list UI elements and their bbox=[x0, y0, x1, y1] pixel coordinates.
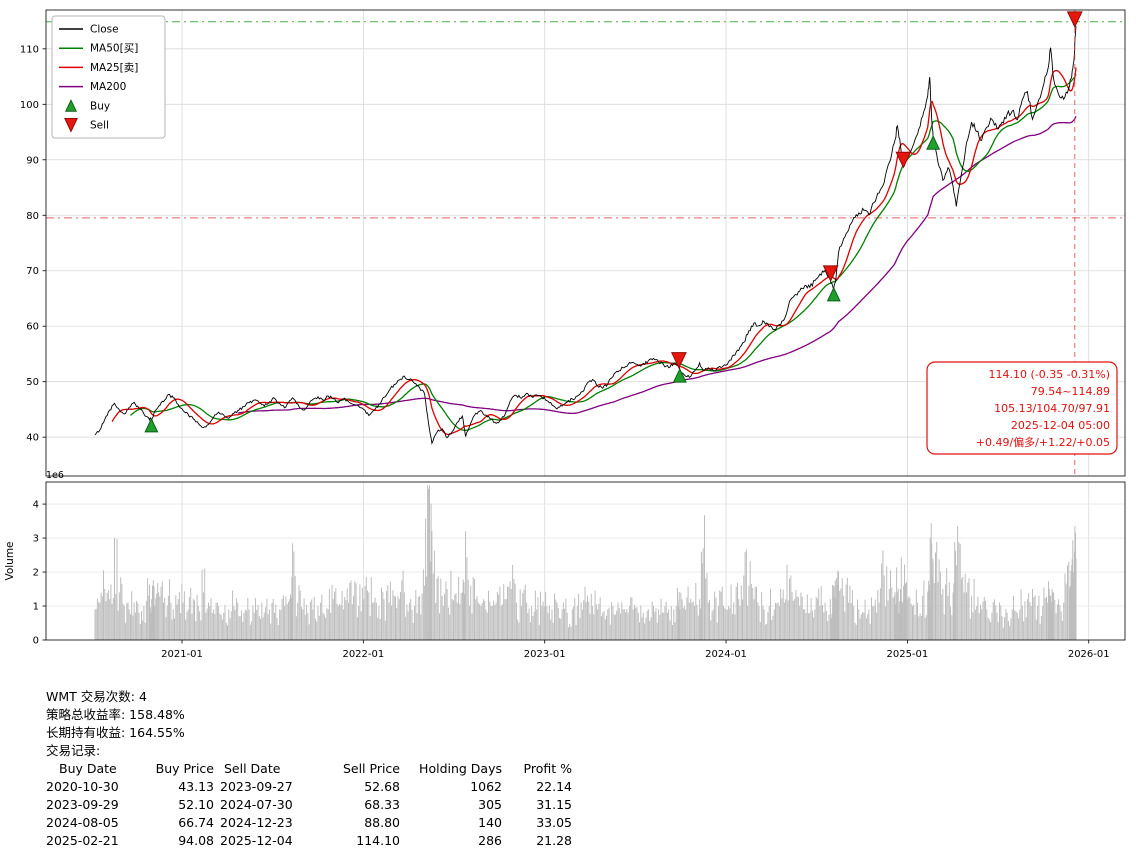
legend-item-label: MA25[卖] bbox=[90, 62, 138, 74]
trades-row: 2020-10-30 43.13 2023-09-27 52.68 1062 22.14 bbox=[46, 778, 572, 796]
trades-cell: 2025-12-04 bbox=[220, 833, 293, 848]
price-tick-label: 70 bbox=[26, 266, 39, 277]
trades-header-cell: Profit % bbox=[523, 761, 572, 776]
trades-cell: 66.74 bbox=[178, 815, 214, 830]
trades-cell: 286 bbox=[478, 833, 502, 848]
sell-markers bbox=[670, 11, 1083, 369]
x-axis-ticks: 2021-01 2022-01 2023-01 2024-01 2025-01 2026-… bbox=[161, 640, 1110, 660]
volume-axis-label: Volume bbox=[4, 541, 16, 580]
trades-header-row: Buy Date Buy Price Sell Date Sell Price Hold… bbox=[46, 760, 572, 778]
annotation-line: +0.49/偏多/+1.22/+0.05 bbox=[976, 435, 1110, 449]
price-axis-ticks: 40 50 60 70 80 90 100 110 bbox=[20, 44, 46, 444]
price-tick-label: 80 bbox=[26, 211, 39, 222]
buy-markers bbox=[144, 135, 941, 433]
trades-cell: 68.33 bbox=[364, 797, 400, 812]
trades-cell: 21.28 bbox=[536, 833, 572, 848]
close-line bbox=[94, 26, 1077, 445]
trades-row: 2023-09-29 52.10 2024-07-30 68.33 305 31.15 bbox=[46, 796, 572, 814]
volume-axis-ticks: 0 1 2 3 4 bbox=[33, 500, 46, 647]
x-tick-label: 2022-01 bbox=[342, 649, 384, 660]
volume-tick-label: 2 bbox=[33, 568, 39, 579]
trades-cell: 22.14 bbox=[536, 779, 572, 794]
trades-cell: 2024-07-30 bbox=[220, 797, 293, 812]
volume-tick-label: 3 bbox=[33, 534, 39, 545]
legend-item-label: MA200 bbox=[90, 81, 126, 93]
ma25-line bbox=[111, 67, 1077, 436]
trades-header-cell: Sell Date bbox=[224, 761, 281, 776]
trades-cell: 140 bbox=[478, 815, 502, 830]
trades-cell: 114.10 bbox=[356, 833, 400, 848]
legend-item-label: Sell bbox=[90, 120, 109, 132]
trade-count-line: WMT 交易次数: 4 bbox=[46, 689, 147, 704]
grid-lines bbox=[46, 10, 1125, 641]
trades-cell: 33.05 bbox=[536, 815, 572, 830]
annotation-line: 79.54~114.89 bbox=[1031, 385, 1110, 398]
volume-scale-label: 1e6 bbox=[46, 470, 64, 481]
trade-log-title: 交易记录: bbox=[46, 743, 101, 758]
annotation-line: 2025-12-04 05:00 bbox=[1011, 419, 1110, 432]
volume-tick-label: 0 bbox=[33, 636, 39, 647]
trades-header-cell: Sell Price bbox=[342, 761, 400, 776]
volume-tick-label: 1 bbox=[33, 602, 39, 613]
annotation-line: 114.10 (-0.35 -0.31%) bbox=[989, 368, 1110, 381]
price-tick-label: 50 bbox=[26, 377, 39, 388]
holding-return-line: 长期持有收益: 164.55% bbox=[46, 725, 185, 740]
x-tick-label: 2026-01 bbox=[1068, 649, 1110, 660]
trades-cell: 52.68 bbox=[364, 779, 400, 794]
legend-item-label: Buy bbox=[90, 100, 110, 112]
volume-bars bbox=[94, 485, 1077, 640]
price-tick-label: 90 bbox=[26, 155, 39, 166]
trades-cell: 31.15 bbox=[536, 797, 572, 812]
price-tick-label: 40 bbox=[26, 433, 39, 444]
x-tick-label: 2025-01 bbox=[886, 649, 928, 660]
trades-header-cell: Holding Days bbox=[419, 761, 502, 776]
x-tick-label: 2024-01 bbox=[705, 649, 747, 660]
volume-tick-label: 4 bbox=[33, 500, 39, 511]
trades-row: 2025-02-21 94.08 2025-12-04 114.10 286 21.28 bbox=[46, 832, 572, 850]
trades-cell: 94.08 bbox=[178, 833, 214, 848]
trades-cell: 305 bbox=[478, 797, 502, 812]
trades-cell: 2023-09-29 bbox=[46, 797, 119, 812]
trades-cell: 2023-09-27 bbox=[220, 779, 293, 794]
x-tick-label: 2021-01 bbox=[161, 649, 203, 660]
trades-cell: 2024-08-05 bbox=[46, 815, 119, 830]
trades-cell: 88.80 bbox=[364, 815, 400, 830]
trades-cell: 1062 bbox=[470, 779, 502, 794]
legend: Close MA50[买] MA25[卖] MA200 Buy Sell bbox=[51, 15, 166, 139]
x-tick-label: 2023-01 bbox=[524, 649, 566, 660]
price-tick-label: 110 bbox=[20, 44, 39, 55]
annotation-line: 105.13/104.70/97.91 bbox=[994, 402, 1110, 415]
trades-cell: 2020-10-30 bbox=[46, 779, 119, 794]
trades-cell: 2025-02-21 bbox=[46, 833, 119, 848]
trades-cell: 52.10 bbox=[178, 797, 214, 812]
trades-cell: 43.13 bbox=[178, 779, 214, 794]
trades-header-cell: Buy Date bbox=[59, 761, 117, 776]
price-tick-label: 100 bbox=[20, 100, 39, 111]
legend-item-label: Close bbox=[90, 24, 119, 36]
trades-header-cell: Buy Price bbox=[155, 761, 214, 776]
price-tick-label: 60 bbox=[26, 322, 39, 333]
trades-cell: 2024-12-23 bbox=[220, 815, 293, 830]
trades-table: Buy Date Buy Price Sell Date Sell Price Hold… bbox=[46, 760, 572, 850]
legend-item-label: MA50[买] bbox=[90, 43, 138, 55]
annotation-box: 114.10 (-0.35 -0.31%) 79.54~114.89 105.13/… bbox=[926, 361, 1118, 455]
summary-block: WMT 交易次数: 4 策略总收益率: 158.48% 长期持有收益: 164.… bbox=[46, 688, 572, 850]
trades-row: 2024-08-05 66.74 2024-12-23 88.80 140 33.05 bbox=[46, 814, 572, 832]
panel-spines bbox=[45, 9, 1126, 641]
strategy-return-line: 策略总收益率: 158.48% bbox=[46, 707, 185, 722]
